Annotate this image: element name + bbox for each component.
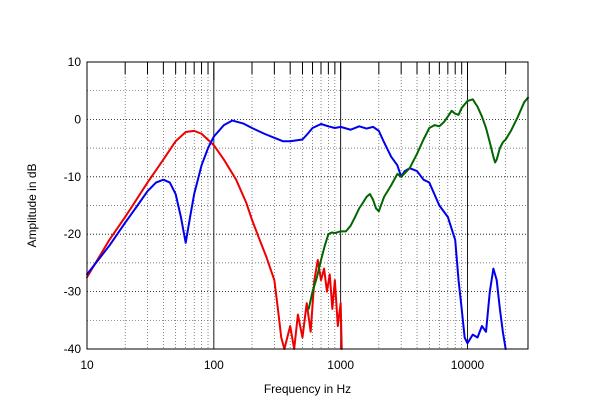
x-tick-label: 1000: [327, 358, 354, 372]
x-tick-label: 100: [204, 358, 224, 372]
x-axis-title: Frequency in Hz: [264, 382, 351, 396]
series-line-2: [86, 119, 507, 350]
y-tick-label: -30: [64, 285, 82, 299]
grid: [87, 62, 528, 349]
y-tick-label: -40: [64, 342, 82, 356]
series-layer: [86, 96, 529, 350]
series-line-1: [86, 129, 343, 350]
plot-frame: [86, 61, 529, 350]
y-tick-label: 0: [74, 112, 81, 126]
y-tick-label: -10: [64, 170, 82, 184]
x-tick-label: 10: [80, 358, 94, 372]
y-tick-label: 10: [68, 55, 82, 69]
y-axis-title: Amplitude in dB: [25, 163, 39, 247]
series-line-3: [307, 96, 529, 310]
x-tick-label: 10000: [451, 358, 485, 372]
y-tick-label: -20: [64, 227, 82, 241]
